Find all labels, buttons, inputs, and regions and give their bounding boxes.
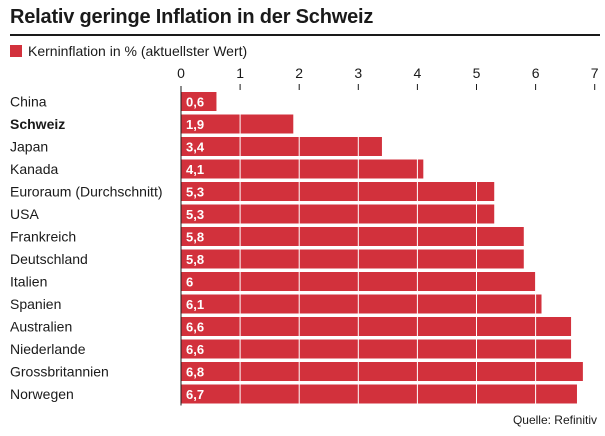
bar	[181, 384, 577, 404]
x-tick-label: 4	[414, 65, 422, 81]
legend-label: Kerninflation in % (aktuellster Wert)	[28, 43, 248, 59]
category-label: Kanada	[10, 161, 58, 177]
category-label: USA	[10, 206, 39, 222]
legend-swatch	[10, 45, 22, 57]
category-label: Grossbritannien	[10, 364, 109, 380]
bar	[181, 204, 495, 224]
bar	[181, 362, 583, 381]
category-label: Niederlande	[10, 341, 86, 357]
category-label: Italien	[10, 274, 47, 290]
bar-value-label: 0,6	[186, 95, 204, 110]
bar-value-label: 6,6	[186, 320, 204, 335]
category-label: Euroraum (Durchschnitt)	[10, 184, 163, 200]
x-tick-label: 2	[295, 65, 303, 81]
category-label: Norwegen	[10, 386, 74, 402]
chart-title: Relativ geringe Inflation in der Schweiz	[10, 6, 374, 28]
bar	[181, 114, 294, 134]
bar	[181, 159, 424, 179]
bar	[181, 317, 572, 336]
category-label: Frankreich	[10, 229, 76, 245]
bar-value-label: 6,7	[186, 387, 204, 402]
x-tick-label: 3	[354, 65, 362, 81]
category-label: Japan	[10, 139, 48, 155]
bar-value-label: 6,8	[186, 365, 204, 380]
bar-value-label: 6,1	[186, 297, 204, 312]
x-tick-label: 1	[236, 65, 244, 81]
bar	[181, 182, 495, 201]
bar	[181, 227, 524, 246]
category-label: Schweiz	[10, 116, 65, 132]
bar-value-label: 4,1	[186, 162, 204, 177]
category-label: Deutschland	[10, 251, 88, 267]
x-tick-label: 5	[473, 65, 481, 81]
bar-value-label: 6	[186, 275, 193, 290]
source-note: Quelle: Refinitiv	[512, 413, 597, 427]
legend: Kerninflation in % (aktuellster Wert)	[10, 42, 247, 60]
category-label: Spanien	[10, 296, 61, 312]
bar-value-label: 5,3	[186, 207, 204, 222]
bar	[181, 92, 217, 111]
x-tick-label: 6	[532, 65, 540, 81]
bar-value-label: 5,3	[186, 185, 204, 200]
x-tick-label: 7	[591, 65, 599, 81]
bar	[181, 249, 524, 269]
bar-value-label: 1,9	[186, 117, 204, 132]
category-label: China	[10, 94, 47, 110]
bar-value-label: 3,4	[186, 140, 205, 155]
x-tick-label: 0	[177, 65, 185, 81]
title-divider	[10, 34, 600, 36]
bar	[181, 294, 542, 314]
bar-value-label: 5,8	[186, 252, 204, 267]
bar-value-label: 5,8	[186, 230, 204, 245]
bar	[181, 339, 572, 359]
category-label: Australien	[10, 319, 72, 335]
bar-value-label: 6,6	[186, 342, 204, 357]
bar	[181, 137, 382, 156]
